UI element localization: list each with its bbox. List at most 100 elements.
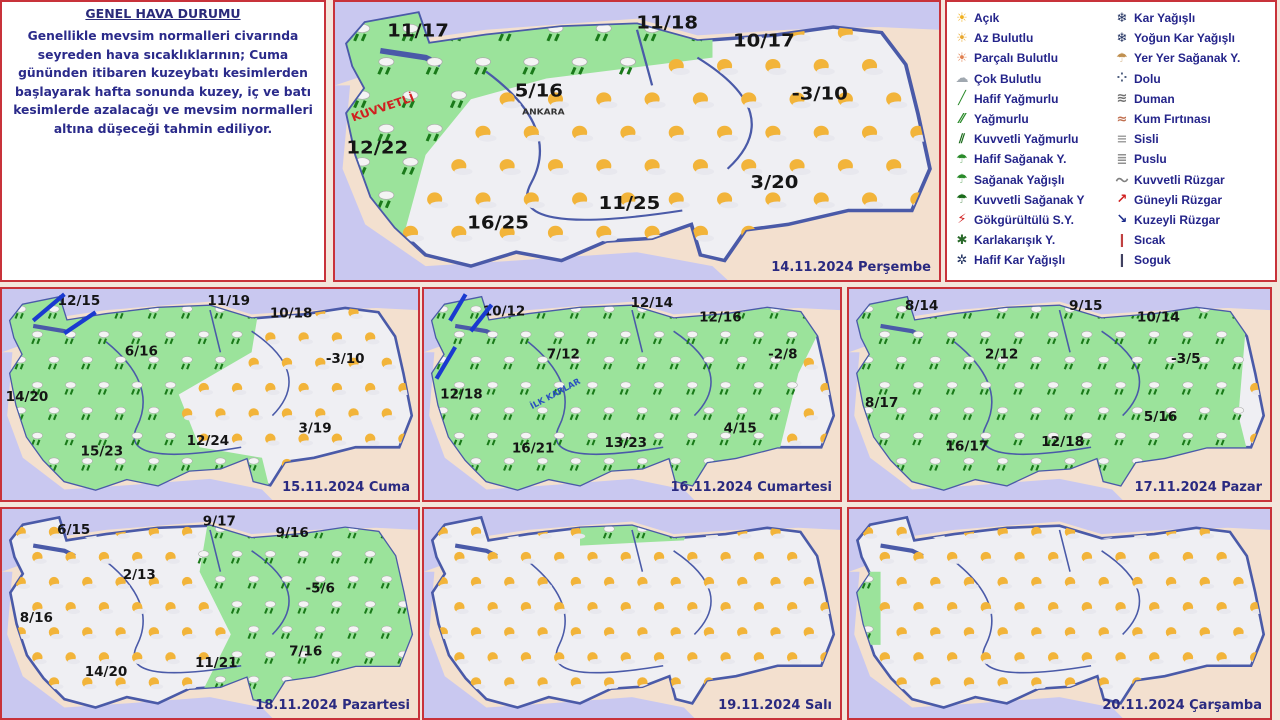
partly-cloudy-icon — [770, 576, 785, 589]
partly-cloudy-icon — [720, 602, 735, 615]
legend-label: Karlakarışık Y. — [974, 233, 1056, 248]
north-wind-arrow-icon — [448, 293, 468, 322]
temperature-label: 8/14 — [905, 298, 939, 314]
partly-cloudy-icon — [963, 576, 979, 589]
partly-cloudy-icon — [753, 652, 769, 665]
partly-cloudy-icon — [980, 652, 996, 665]
legend-label: Kar Yağışlı — [1134, 11, 1196, 26]
partly-cloudy-icon — [946, 602, 962, 615]
partly-cloudy-icon — [504, 677, 519, 690]
partly-cloudy-icon — [570, 576, 586, 589]
snow-icon: ❄ — [1116, 10, 1128, 26]
legend-label: Sıcak — [1134, 233, 1166, 248]
rain-icon — [214, 575, 226, 589]
partly-cloudy-icon — [913, 652, 928, 665]
rain-icon — [449, 90, 467, 109]
rain-icon — [503, 356, 515, 370]
partly-cloudy-icon — [402, 225, 425, 242]
partly-cloudy-icon — [470, 576, 486, 589]
partly-cloudy-icon — [475, 125, 497, 142]
rain-icon — [401, 157, 419, 175]
partly-cloudy-icon — [215, 408, 230, 421]
rain-icon — [785, 330, 798, 345]
partly-cloudy-icon — [653, 602, 669, 615]
partly-cloudy-icon — [1165, 627, 1181, 640]
partly-cloudy-icon — [570, 526, 586, 539]
rain-icon — [280, 575, 293, 589]
partly-cloudy-icon — [364, 332, 380, 345]
partly-cloudy-icon — [930, 627, 945, 640]
rain-icon — [97, 330, 110, 345]
temperature-label: 12/18 — [1041, 434, 1084, 450]
rain-icon — [1013, 381, 1026, 395]
rain-icon — [996, 457, 1009, 471]
legend-item: ✲ Hafif Kar Yağışlı — [953, 250, 1109, 270]
partly-cloudy-icon — [1148, 652, 1164, 665]
partly-cloudy-icon — [504, 627, 519, 640]
rain-icon — [636, 406, 648, 421]
rain-icon: ⁄⁄ — [959, 111, 965, 127]
partly-cloudy-icon — [861, 125, 884, 142]
temperature-label: 9/17 — [203, 514, 236, 530]
rain-icon — [1097, 356, 1110, 370]
rain-icon — [895, 406, 908, 421]
partly-cloudy-icon — [65, 652, 80, 665]
partly-cloudy-icon — [470, 677, 486, 690]
partly-cloudy-icon — [896, 576, 912, 589]
map-tuesday: 19.11.2024 Salı — [422, 507, 842, 720]
partly-cloudy-icon — [198, 652, 214, 665]
region-border — [953, 529, 1141, 674]
rain-icon — [347, 625, 359, 639]
map-sunday: 8/14 9/15 10/14 2/12 -3/5 8/17 5/16 16/17 12/18 1… — [847, 287, 1272, 502]
partly-cloudy-icon — [596, 225, 618, 242]
partly-cloudy-icon — [1064, 576, 1080, 589]
temperature-label: 10/14 — [1137, 310, 1180, 326]
partly-cloudy-icon — [596, 92, 618, 109]
mediterranean-sea — [335, 85, 728, 280]
partly-cloudy-icon — [1115, 551, 1131, 564]
rain-icon — [1097, 406, 1110, 421]
rain-icon — [1046, 381, 1059, 395]
partly-cloudy-icon — [115, 677, 130, 690]
partly-cloudy-icon — [1031, 576, 1046, 589]
partly-cloudy-icon — [813, 125, 835, 142]
legend-item: ☀ Açık — [953, 8, 1109, 28]
partly-cloudy-icon — [364, 433, 380, 446]
partly-cloudy-icon — [115, 576, 130, 589]
partly-cloudy-icon — [803, 627, 819, 640]
partly-cloudy-icon — [717, 125, 739, 142]
partly-cloudy-icon — [547, 225, 570, 242]
temperature-label: -5/6 — [306, 581, 335, 597]
shower-icon: ☂ — [956, 172, 968, 188]
rain-icon — [330, 650, 343, 665]
temperature-label: 12/24 — [187, 433, 230, 449]
partly-cloudy-icon — [537, 576, 552, 589]
rain-icon — [586, 381, 598, 395]
rain-icon — [1181, 381, 1194, 395]
partly-cloudy-icon — [454, 652, 469, 665]
partly-cloudy-icon — [181, 576, 197, 589]
partly-cloudy-icon — [1182, 602, 1198, 615]
turkey-map: 12/15 11/19 10/18 6/16 -3/10 14/20 3/19 15/23 12… — [2, 289, 418, 500]
rain-icon — [1147, 432, 1160, 446]
temperature-label: 11/25 — [599, 193, 661, 214]
rain-icon — [929, 406, 941, 421]
partly-cloudy-icon — [1132, 576, 1147, 589]
legend-label: Çok Bulutlu — [974, 71, 1042, 86]
legend-label: Yoğun Kar Yağışlı — [1134, 31, 1235, 46]
temperature-label: 3/20 — [750, 172, 798, 193]
rain-icon — [314, 575, 326, 589]
rain-icon — [945, 432, 958, 446]
map-date: 18.11.2024 Pazartesi — [255, 698, 410, 713]
partly-cloudy-icon — [348, 408, 363, 421]
partly-cloudy-icon — [315, 357, 330, 370]
rain-icon — [769, 356, 781, 370]
partly-cloudy-icon — [786, 602, 802, 615]
partly-cloudy-icon — [298, 433, 313, 446]
rain-icon — [602, 406, 615, 421]
map-wednesday: 20.11.2024 Çarşamba — [847, 507, 1272, 720]
rain-icon — [618, 57, 636, 75]
partly-cloudy-icon — [148, 677, 164, 690]
rain-icon — [569, 457, 582, 471]
fog-icon: ≡ — [1116, 131, 1128, 147]
